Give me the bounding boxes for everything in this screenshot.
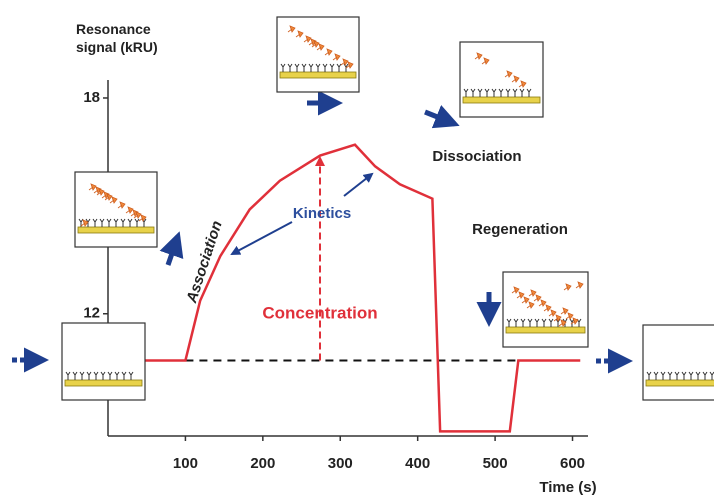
sensor-inset	[503, 272, 588, 347]
sensor-chip	[463, 97, 540, 103]
inset-box	[277, 17, 359, 92]
sensor-chip	[506, 327, 585, 333]
sensor-inset	[75, 172, 157, 247]
inset-box	[75, 172, 157, 247]
sensor-chip	[280, 72, 356, 78]
sensor-chip	[65, 380, 142, 386]
step-arrow	[168, 236, 178, 265]
annotation: Concentration	[262, 303, 377, 322]
y-tick-label: 12	[83, 305, 100, 322]
inset-box	[62, 323, 145, 400]
x-tick-label: 600	[560, 455, 585, 472]
kinetics-arrow	[232, 222, 292, 254]
y-tick-label: 18	[83, 89, 100, 106]
x-tick-label: 100	[173, 455, 198, 472]
sensor-chip	[646, 380, 714, 386]
chart: 1218100200300400500600Time (s)Associatio…	[0, 0, 714, 501]
sensor-inset	[277, 17, 359, 92]
annotation: Dissociation	[432, 148, 521, 165]
y-axis-label: Resonance signal (kRU)	[76, 20, 176, 56]
x-tick-label: 400	[405, 455, 430, 472]
x-tick-label: 200	[250, 455, 275, 472]
annotation: Regeneration	[472, 221, 568, 238]
page: 1218100200300400500600Time (s)Associatio…	[0, 0, 714, 501]
inset-box	[460, 42, 543, 117]
inset-box	[643, 325, 714, 400]
step-arrow	[425, 112, 455, 124]
x-tick-label: 500	[483, 455, 508, 472]
sensor-inset	[460, 42, 543, 117]
kinetics-arrow	[344, 174, 372, 196]
sensor-chip	[78, 227, 154, 233]
annotation: Kinetics	[293, 205, 351, 222]
x-axis-label: Time (s)	[539, 479, 596, 496]
sensor-inset	[643, 325, 714, 400]
x-tick-label: 300	[328, 455, 353, 472]
sensor-inset	[62, 323, 145, 400]
